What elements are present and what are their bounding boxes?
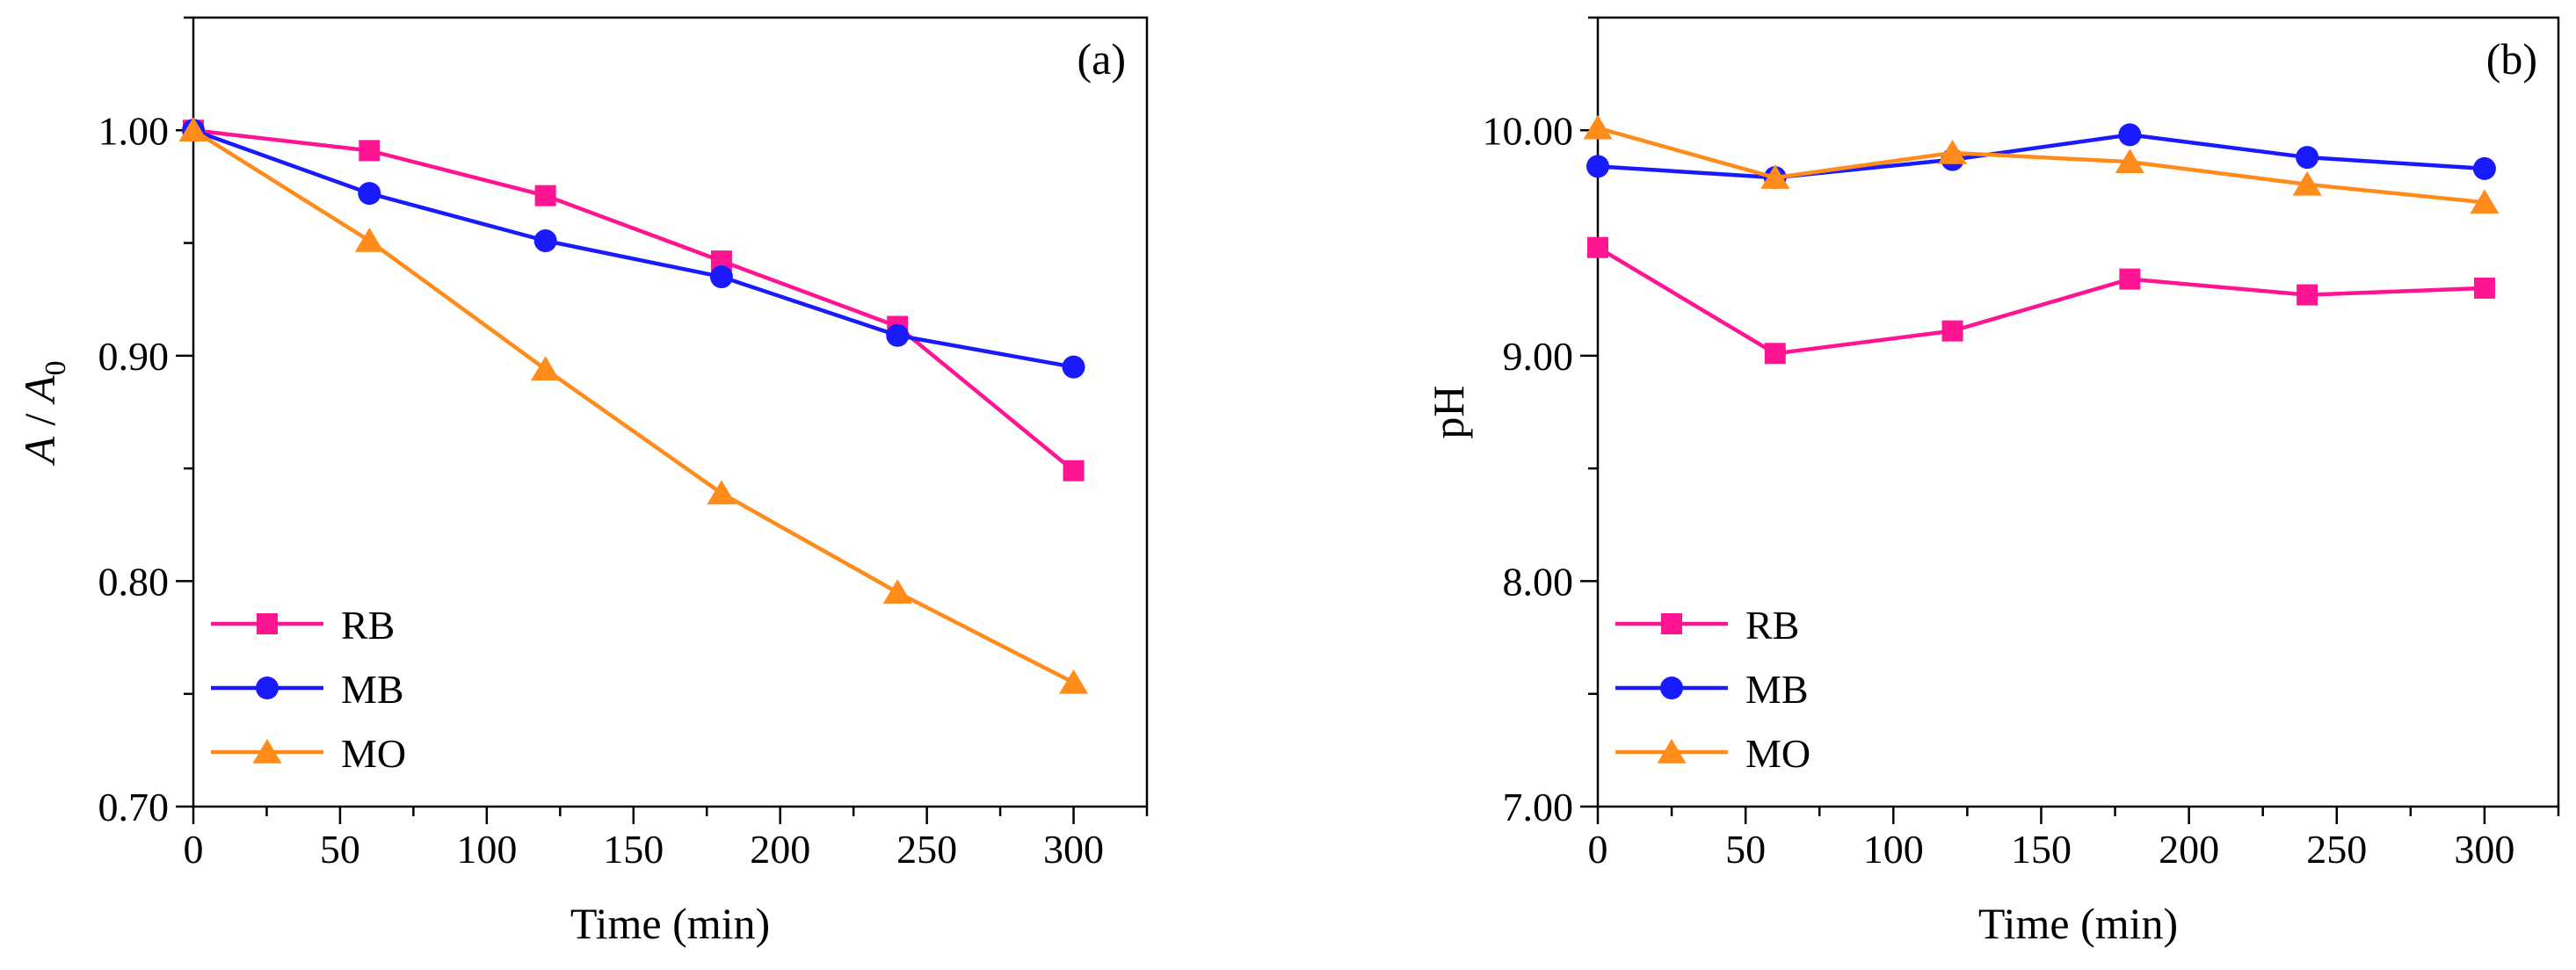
x-tick-label: 0	[184, 827, 204, 872]
x-tick-label: 300	[1043, 827, 1104, 872]
data-point	[531, 356, 561, 381]
legend-marker	[1657, 739, 1687, 764]
series-line	[1596, 245, 2485, 356]
data-point	[358, 182, 381, 206]
data-point	[1941, 320, 1963, 342]
data-point	[1764, 343, 1786, 365]
legend-item-mo: MO	[211, 731, 406, 776]
data-point	[1760, 164, 1790, 189]
x-tick-label: 250	[2306, 827, 2367, 872]
x-tick-label: 200	[750, 827, 810, 872]
plot-frame	[1596, 16, 2560, 808]
data-point	[534, 185, 556, 206]
panel-b: 0 50 100 150 200 250 300 7.00 8.00 9.00 10.00 Time …	[1424, 16, 2560, 948]
data-point	[2470, 189, 2500, 214]
data-point	[533, 229, 557, 253]
x-tick-label: 300	[2454, 827, 2514, 872]
y-tick-label: 0.70	[98, 785, 170, 829]
data-point	[2472, 156, 2496, 180]
y-tick-label: 7.00	[1503, 785, 1574, 829]
legend-marker	[256, 677, 279, 699]
series-mo	[1583, 114, 2500, 214]
legend-label: MO	[341, 731, 406, 776]
y-axis-label: A / A0	[15, 361, 72, 467]
data-point	[2296, 146, 2319, 170]
x-axis-label: Time (min)	[1978, 899, 2178, 948]
y-axis-label: pH	[1424, 385, 1473, 438]
legend: RB MB MO	[1615, 603, 1810, 776]
x-tick-label: 0	[1588, 827, 1608, 872]
data-point	[886, 323, 910, 347]
panel-label: (b)	[2486, 34, 2537, 83]
legend-marker	[257, 613, 278, 634]
series-line	[192, 128, 1075, 473]
legend-item-mb: MB	[1615, 667, 1809, 712]
legend-label: MB	[341, 667, 404, 712]
y-tick-label: 1.00	[98, 108, 170, 153]
data-point	[2115, 148, 2144, 173]
data-point	[359, 140, 381, 162]
data-point	[1587, 236, 1608, 258]
data-point	[1059, 669, 1089, 694]
x-tick-label: 150	[2011, 827, 2072, 872]
data-point	[2292, 170, 2322, 196]
data-point	[1586, 155, 1609, 178]
legend-label: RB	[341, 603, 395, 648]
series-line	[1597, 133, 2485, 180]
x-tick-label: 50	[320, 827, 360, 872]
data-point	[882, 579, 912, 604]
y-tick-label: 9.00	[1503, 334, 1574, 379]
data-point	[709, 265, 733, 289]
legend-marker	[252, 739, 282, 764]
series-mo	[178, 117, 1089, 694]
data-point	[2118, 123, 2142, 147]
panel-label: (a)	[1078, 34, 1127, 83]
data-point	[1938, 139, 1968, 164]
legend-marker	[1660, 677, 1683, 699]
legend-item-rb: RB	[211, 603, 395, 648]
data-point	[2119, 268, 2141, 290]
data-point	[1063, 460, 1085, 481]
x-tick-label: 150	[603, 827, 664, 872]
legend-item-mo: MO	[1615, 731, 1810, 776]
series-line	[192, 128, 1074, 369]
x-axis-label: Time (min)	[570, 899, 770, 948]
series-line	[192, 128, 1075, 684]
legend-marker	[1661, 613, 1682, 634]
data-point	[1583, 114, 1613, 140]
legend: RB MB MO	[211, 603, 406, 776]
y-tick-label: 10.00	[1483, 108, 1574, 153]
x-tick-label: 100	[1863, 827, 1924, 872]
panel-a: 0 50 100 150 200 250 300 0.70 0.80 0.90 1.00 Time (…	[15, 16, 1149, 948]
data-point	[354, 228, 384, 252]
legend-label: MB	[1745, 667, 1809, 712]
data-point	[2473, 277, 2495, 299]
series-rb	[1587, 236, 2495, 365]
plot-frame	[192, 16, 1149, 808]
data-point	[707, 480, 737, 505]
legend-label: RB	[1745, 603, 1799, 648]
series-mb	[182, 119, 1085, 379]
legend-item-mb: MB	[211, 667, 404, 712]
data-point	[2297, 284, 2318, 306]
legend-label: MO	[1745, 731, 1810, 776]
legend-item-rb: RB	[1615, 603, 1799, 648]
x-tick-label: 50	[1725, 827, 1766, 872]
x-tick-label: 100	[456, 827, 517, 872]
x-tick-label: 250	[896, 827, 957, 872]
data-point	[178, 117, 208, 142]
y-tick-label: 0.90	[98, 334, 170, 379]
series-line	[1597, 126, 2485, 205]
x-tick-label: 200	[2159, 827, 2219, 872]
data-point	[1062, 355, 1085, 379]
y-tick-label: 0.80	[98, 559, 170, 604]
y-tick-label: 8.00	[1503, 559, 1574, 604]
